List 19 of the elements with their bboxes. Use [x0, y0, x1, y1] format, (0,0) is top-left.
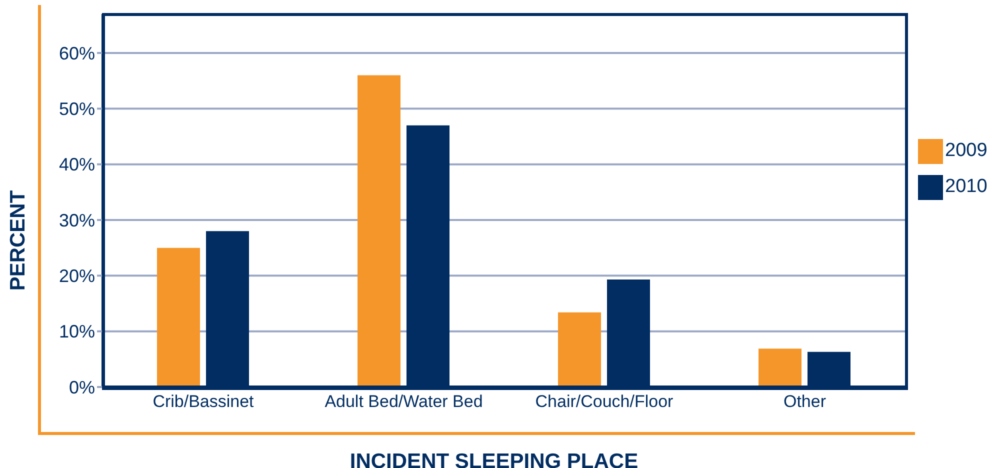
- x-tick-label: Adult Bed/Water Bed: [324, 392, 483, 412]
- y-tick-label: 60%: [58, 43, 95, 64]
- bar: [157, 248, 200, 387]
- bar: [558, 312, 601, 387]
- y-tick-label: 50%: [58, 99, 95, 120]
- legend-label: 2009: [945, 140, 988, 162]
- bar: [358, 75, 400, 387]
- x-axis-title: INCIDENT SLEEPING PLACE: [350, 450, 638, 468]
- legend-label: 2010: [945, 176, 988, 198]
- y-tick-label: 0%: [68, 377, 95, 398]
- y-tick-label: 40%: [58, 154, 95, 175]
- y-axis-title: PERCENT: [6, 190, 30, 291]
- x-tick-label: Crib/Bassinet: [152, 392, 254, 412]
- y-tick-label: 20%: [58, 266, 95, 286]
- x-tick-label: Chair/Couch/Floor: [535, 392, 674, 412]
- bar: [758, 348, 802, 387]
- y-tick-label: 30%: [58, 210, 95, 230]
- y-tick-label: 10%: [58, 322, 95, 342]
- x-tick-label: Other: [783, 392, 826, 412]
